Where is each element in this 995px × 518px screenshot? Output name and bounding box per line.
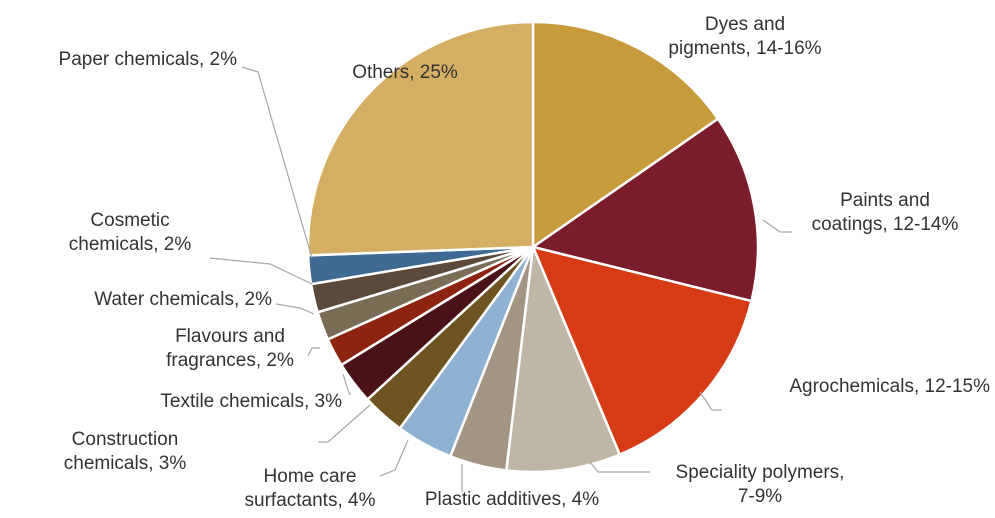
slices-layer	[306, 20, 760, 474]
slice-label-11: Cosmetic chemicals, 2%	[69, 210, 192, 255]
slice-label-1: Dyes and pigments, 14-16%	[668, 14, 821, 59]
slice-label-line: Construction	[72, 429, 179, 450]
slice-label-7: Construction chemicals, 3%	[64, 429, 187, 474]
slice-label-line: Flavours and	[175, 326, 285, 347]
slice-label-6: Home care surfactants, 4%	[245, 466, 376, 511]
slice-label-9: Flavours and fragrances, 2%	[166, 326, 294, 371]
slice-label-line: surfactants, 4%	[245, 490, 376, 511]
pie-slice-13	[306, 20, 535, 257]
slice-label-12: Paper chemicals, 2%	[59, 49, 238, 70]
pie-slice-4	[504, 242, 622, 474]
slice-label-line: Agrochemicals, 12-15%	[789, 376, 990, 397]
leader-line-12	[241, 66, 313, 259]
slice-label-line: chemicals, 2%	[69, 234, 192, 255]
pie-slice-1	[531, 20, 720, 250]
leader-line-6	[379, 439, 409, 477]
slice-label-line: Paper chemicals, 2%	[59, 49, 238, 70]
slice-label-line: fragrances, 2%	[166, 350, 294, 371]
leader-line-2	[762, 219, 792, 233]
slice-label-line: Plastic additives, 4%	[425, 489, 599, 510]
pie-slice-2	[530, 117, 760, 303]
slice-label-line: Cosmetic	[90, 210, 169, 231]
leader-lines	[209, 66, 792, 492]
leader-line-3	[699, 391, 722, 411]
slice-label-line: coatings, 12-14%	[812, 214, 959, 235]
slice-label-line: Speciality polymers,	[676, 462, 845, 483]
slice-label-line: Textile chemicals, 3%	[160, 391, 342, 412]
slice-label-line: Water chemicals, 2%	[94, 289, 272, 310]
slice-label-4: Speciality polymers, 7-9%	[676, 462, 845, 507]
slice-label-line: chemicals, 3%	[64, 453, 187, 474]
slice-label-line: pigments, 14-16%	[668, 38, 821, 59]
leader-line-10	[275, 303, 315, 315]
slice-label-line: Dyes and	[705, 14, 785, 35]
leader-line-8	[342, 373, 351, 396]
slice-label-line: Home care	[264, 466, 357, 487]
slice-label-line: 7-9%	[738, 486, 782, 507]
leader-line-4	[589, 461, 650, 473]
labels-layer: Dyes and pigments, 14-16% Paints and coatin…	[59, 14, 991, 511]
leader-line-9	[307, 347, 320, 357]
slice-label-10: Water chemicals, 2%	[94, 289, 272, 310]
slice-label-5: Plastic additives, 4%	[425, 489, 599, 510]
slice-label-2: Paints and coatings, 12-14%	[812, 190, 959, 235]
slice-label-13: Others, 25%	[352, 62, 458, 83]
slice-label-8: Textile chemicals, 3%	[160, 391, 342, 412]
slice-label-line: Paints and	[840, 190, 930, 211]
slice-label-3: Agrochemicals, 12-15%	[789, 376, 990, 397]
leader-line-7	[318, 404, 371, 443]
leader-line-11	[209, 257, 313, 285]
pie-slice-3	[530, 245, 753, 457]
slice-label-line: Others, 25%	[352, 62, 458, 83]
